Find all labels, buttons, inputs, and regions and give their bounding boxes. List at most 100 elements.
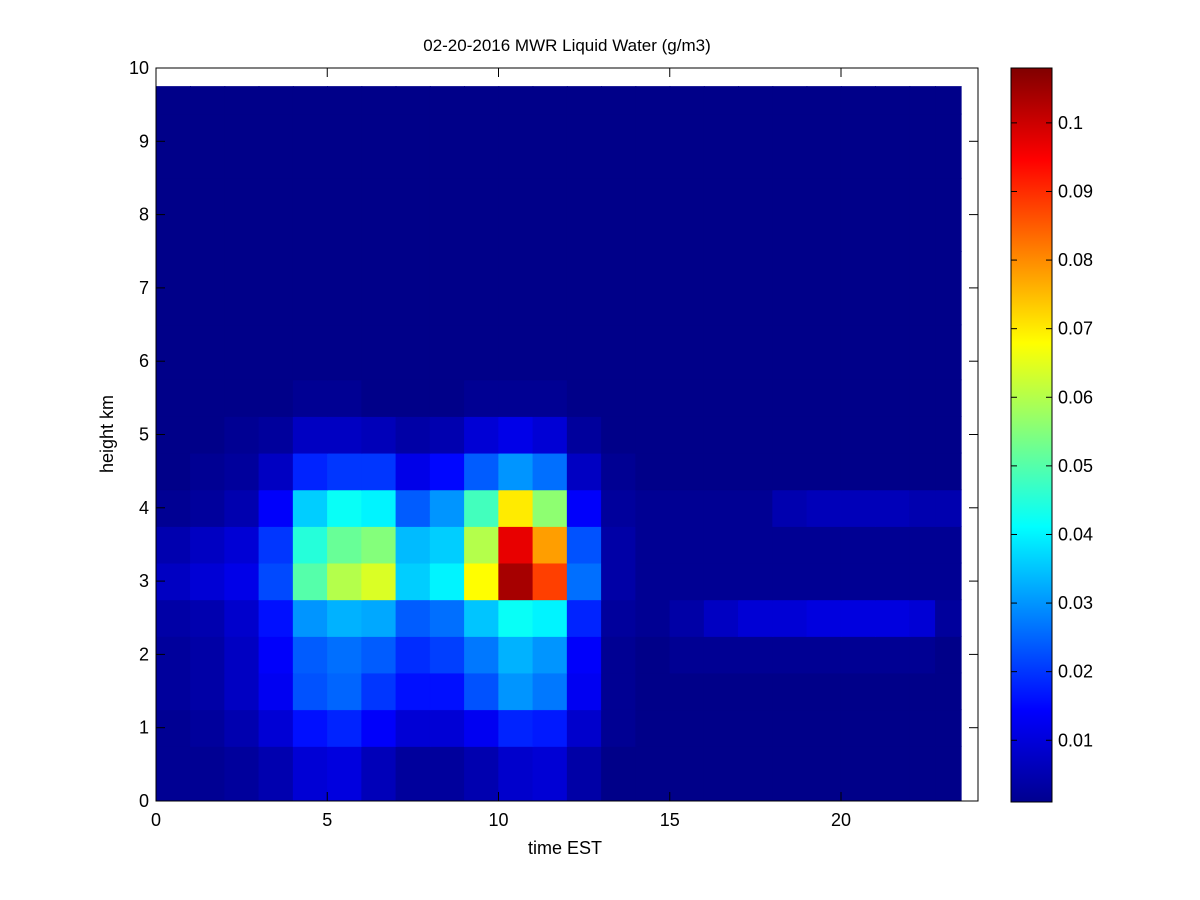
heatmap-cell xyxy=(224,599,260,637)
heatmap-cell xyxy=(395,672,431,711)
heatmap-cell xyxy=(772,709,808,747)
heatmap-cell xyxy=(635,672,671,711)
heatmap-cell xyxy=(935,416,962,454)
heatmap-cell xyxy=(361,745,397,801)
heatmap-cell xyxy=(806,562,842,601)
heatmap-cell xyxy=(429,379,465,417)
heatmap-cell xyxy=(601,177,637,252)
x-tick-label: 20 xyxy=(831,810,851,830)
heatmap-cell xyxy=(258,709,294,747)
heatmap-cell xyxy=(738,489,774,527)
heatmap-cell xyxy=(601,525,637,564)
heatmap-cell xyxy=(464,251,500,326)
heatmap-cell xyxy=(738,709,774,747)
heatmap-cell xyxy=(703,672,739,711)
heatmap-cell xyxy=(772,525,808,564)
x-axis-label: time EST xyxy=(528,838,602,858)
heatmap-cell xyxy=(532,709,568,747)
heatmap-cell xyxy=(464,489,500,527)
heatmap-cell xyxy=(464,452,500,491)
heatmap-cell xyxy=(566,86,602,115)
heatmap-cell xyxy=(909,86,936,115)
heatmap-cell xyxy=(840,251,876,326)
heatmap-cell xyxy=(635,489,671,527)
heatmap-cell xyxy=(738,113,774,179)
heatmap-cell xyxy=(429,635,465,674)
heatmap-cell xyxy=(601,672,637,711)
colorbar-tick-label: 0.06 xyxy=(1058,387,1093,407)
heatmap-cell xyxy=(635,635,671,674)
heatmap-cell xyxy=(464,113,500,179)
heatmap-cell xyxy=(935,745,962,801)
heatmap-cell xyxy=(840,86,876,115)
heatmap-cell xyxy=(498,416,534,454)
heatmap-cell xyxy=(935,251,962,326)
heatmap-cell xyxy=(669,416,705,454)
heatmap-cell xyxy=(532,416,568,454)
heatmap-cell xyxy=(532,86,568,115)
heatmap-cell xyxy=(327,251,363,326)
heatmap-cell xyxy=(464,745,500,801)
heatmap-cell xyxy=(292,324,328,381)
heatmap-cell xyxy=(601,489,637,527)
heatmap-cell xyxy=(190,525,226,564)
heatmap-cell xyxy=(875,177,911,252)
heatmap-cell xyxy=(190,379,226,417)
heatmap-cell xyxy=(327,379,363,417)
heatmap-cell xyxy=(395,177,431,252)
heatmap-cell xyxy=(258,379,294,417)
heatmap-cell xyxy=(840,562,876,601)
heatmap-cell xyxy=(875,599,911,637)
heatmap-cell xyxy=(224,635,260,674)
heatmap-cell xyxy=(772,324,808,381)
heatmap-cell xyxy=(395,251,431,326)
heatmap-cell xyxy=(429,489,465,527)
heatmap-cell xyxy=(224,562,260,601)
heatmap-cell xyxy=(840,635,876,674)
heatmap-cell xyxy=(224,324,260,381)
heatmap-cell xyxy=(601,113,637,179)
heatmap-cell xyxy=(875,379,911,417)
heatmap-cell xyxy=(292,416,328,454)
heatmap-cell xyxy=(361,562,397,601)
heatmap-cell xyxy=(532,635,568,674)
heatmap-cell xyxy=(395,379,431,417)
heatmap-cell xyxy=(532,177,568,252)
heatmap-cell xyxy=(601,251,637,326)
heatmap-cell xyxy=(772,379,808,417)
heatmap-cell xyxy=(669,452,705,491)
heatmap-cell xyxy=(669,113,705,179)
heatmap-cell xyxy=(669,379,705,417)
heatmap-cell xyxy=(601,562,637,601)
heatmap-cell xyxy=(669,562,705,601)
heatmap-cell xyxy=(395,86,431,115)
heatmap-cell xyxy=(429,416,465,454)
heatmap-cell xyxy=(935,635,962,674)
heatmap-cell xyxy=(361,416,397,454)
heatmap-cell xyxy=(909,379,936,417)
colorbar-tick-label: 0.04 xyxy=(1058,524,1093,544)
heatmap-cell xyxy=(498,113,534,179)
heatmap-cell xyxy=(361,599,397,637)
heatmap-cell xyxy=(935,525,962,564)
heatmap-cell xyxy=(258,562,294,601)
heatmap-cell xyxy=(429,672,465,711)
heatmap-cell xyxy=(258,177,294,252)
heatmap-cell xyxy=(806,324,842,381)
heatmap-cell xyxy=(361,452,397,491)
heatmap-cell xyxy=(464,672,500,711)
heatmap-cell xyxy=(429,709,465,747)
heatmap-cell xyxy=(224,709,260,747)
heatmap-cell xyxy=(601,86,637,115)
heatmap-cell xyxy=(772,177,808,252)
heatmap-cell xyxy=(224,86,260,115)
heatmap-cell xyxy=(601,452,637,491)
heatmap-cell xyxy=(361,86,397,115)
heatmap-cell xyxy=(498,489,534,527)
heatmap-cell xyxy=(429,562,465,601)
heatmap-cell xyxy=(935,379,962,417)
heatmap-cell xyxy=(703,709,739,747)
colorbar-tick-label: 0.07 xyxy=(1058,319,1093,339)
heatmap-cell xyxy=(498,251,534,326)
heatmap-cell xyxy=(935,672,962,711)
